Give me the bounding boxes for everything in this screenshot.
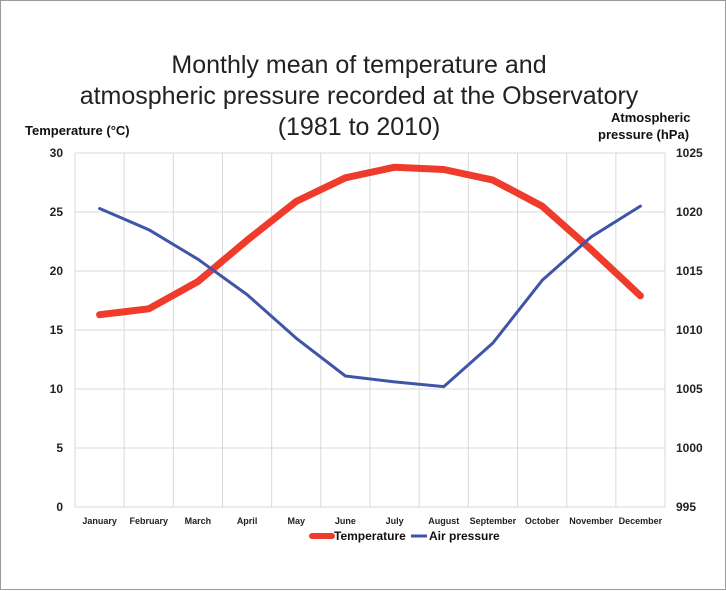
right-tick-label: 1000 <box>676 441 703 455</box>
left-tick-label: 20 <box>50 264 64 278</box>
left-tick-label: 0 <box>56 500 63 514</box>
chart-title-line-2: atmospheric pressure recorded at the Obs… <box>80 82 639 110</box>
x-tick-label: July <box>386 516 404 526</box>
left-tick-label: 10 <box>50 382 64 396</box>
grid <box>74 152 666 508</box>
right-axis-ticks: 995 1000 1005 1010 1015 1020 1025 <box>676 146 703 514</box>
right-axis-title-line-2: pressure (hPa) <box>598 127 689 142</box>
x-tick-label: November <box>569 516 614 526</box>
right-tick-label: 1010 <box>676 323 703 337</box>
legend-label-temperature: Temperature <box>334 529 406 543</box>
chart-title-line-1: Monthly mean of temperature and <box>171 51 546 79</box>
right-tick-label: 995 <box>676 500 696 514</box>
series-line-temperature <box>96 163 644 319</box>
left-tick-label: 30 <box>50 146 64 160</box>
x-tick-label: April <box>237 516 258 526</box>
x-tick-label: December <box>619 516 663 526</box>
right-tick-label: 1025 <box>676 146 703 160</box>
right-tick-label: 1015 <box>676 264 703 278</box>
left-tick-label: 15 <box>50 323 64 337</box>
series-layer <box>96 163 644 389</box>
chart-title-line-3: (1981 to 2010) <box>278 113 441 141</box>
left-tick-label: 5 <box>56 441 63 455</box>
x-axis-ticks: January February March April May June July Augu… <box>82 516 662 526</box>
right-tick-label: 1005 <box>676 382 703 396</box>
x-tick-label: June <box>335 516 356 526</box>
right-axis-title-line-1: Atmospheric <box>611 110 690 125</box>
x-tick-label: January <box>82 516 117 526</box>
x-tick-label: March <box>185 516 212 526</box>
series-line-air-pressure <box>98 204 642 389</box>
x-tick-label: October <box>525 516 560 526</box>
left-axis-ticks: 0 5 10 15 20 25 30 <box>50 146 64 514</box>
legend-label-air-pressure: Air pressure <box>429 529 500 543</box>
x-tick-label: February <box>129 516 168 526</box>
left-tick-label: 25 <box>50 205 64 219</box>
x-tick-label: August <box>428 516 459 526</box>
left-axis-title: Temperature (°C) <box>25 123 130 138</box>
legend: Temperature Air pressure <box>309 529 500 543</box>
right-tick-label: 1020 <box>676 205 703 219</box>
x-tick-label: September <box>470 516 517 526</box>
x-tick-label: May <box>287 516 305 526</box>
